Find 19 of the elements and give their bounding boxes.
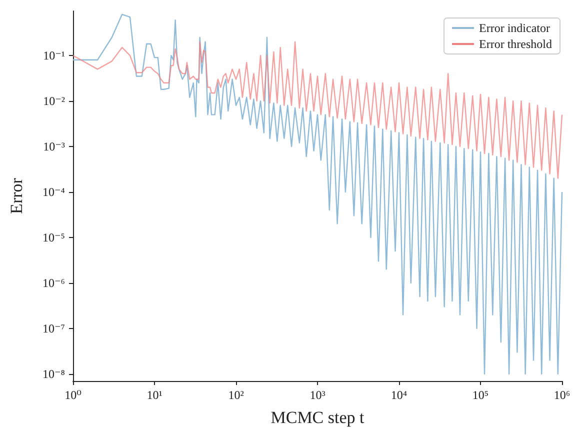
y-tick-label: 10⁻⁷: [42, 321, 65, 336]
y-tick-label: 10⁻⁸: [42, 366, 65, 381]
x-tick-label: 10⁵: [472, 388, 489, 402]
legend-label: Error threshold: [479, 37, 552, 51]
y-tick-label: 10⁻⁵: [42, 230, 65, 244]
y-tick-label: 10⁻⁴: [42, 184, 65, 199]
y-axis-title: Error: [7, 178, 26, 214]
x-axis-title: MCMC step t: [270, 408, 365, 427]
y-tick-label: 10⁻¹: [43, 48, 66, 62]
y-tick-label: 10⁻⁶: [42, 276, 65, 290]
x-tick-label: 10⁶: [554, 388, 570, 402]
x-tick-label: 10³: [310, 388, 326, 402]
x-tick-label: 10¹: [146, 388, 163, 402]
legend-label: Error indicator: [479, 21, 550, 35]
y-tick-label: 10⁻²: [43, 94, 66, 108]
x-tick-label: 10²: [228, 388, 244, 402]
x-tick-label: 10⁴: [390, 388, 408, 402]
x-tick-label: 10⁰: [64, 388, 82, 402]
y-tick-label: 10⁻³: [43, 139, 66, 154]
